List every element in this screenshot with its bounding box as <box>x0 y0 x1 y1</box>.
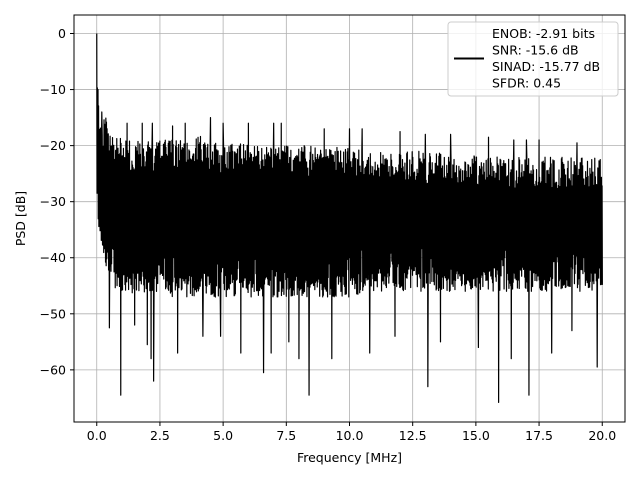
legend-sfdr: SFDR: 0.45 <box>492 76 561 91</box>
x-tick-label: 5.0 <box>213 428 233 443</box>
x-tick-label: 7.5 <box>276 428 296 443</box>
y-tick-label: −30 <box>40 194 66 209</box>
legend-box <box>447 21 619 97</box>
x-tick-label: 0.0 <box>87 428 107 443</box>
x-axis-label: Frequency [MHz] <box>297 450 402 465</box>
x-tick-label: 20.0 <box>588 428 616 443</box>
y-tick-label: 0 <box>58 26 66 41</box>
y-axis-label: PSD [dB] <box>13 191 28 246</box>
y-axis-ticks: 0 −10 −20 −30 −40 −50 −60 <box>40 26 74 377</box>
x-tick-label: 17.5 <box>525 428 553 443</box>
y-tick-label: −20 <box>40 138 66 153</box>
legend-enob: ENOB: -2.91 bits <box>492 26 595 41</box>
x-tick-label: 12.5 <box>399 428 427 443</box>
y-tick-label: −60 <box>40 362 66 377</box>
legend-sinad: SINAD: -15.77 dB <box>492 59 600 74</box>
psd-series <box>96 33 603 403</box>
legend: ENOB: -2.91 bits SNR: -15.6 dB SINAD: -1… <box>447 21 619 97</box>
x-tick-label: 10.0 <box>336 428 364 443</box>
y-tick-label: −10 <box>40 82 66 97</box>
y-tick-label: −40 <box>40 250 66 265</box>
x-tick-label: 15.0 <box>462 428 490 443</box>
y-tick-label: −50 <box>40 306 66 321</box>
x-axis-ticks: 0.0 2.5 5.0 7.5 10.0 12.5 15.0 17.5 20.0 <box>87 422 616 443</box>
legend-snr: SNR: -15.6 dB <box>492 43 579 58</box>
psd-series-line <box>96 33 603 403</box>
x-tick-label: 2.5 <box>150 428 170 443</box>
